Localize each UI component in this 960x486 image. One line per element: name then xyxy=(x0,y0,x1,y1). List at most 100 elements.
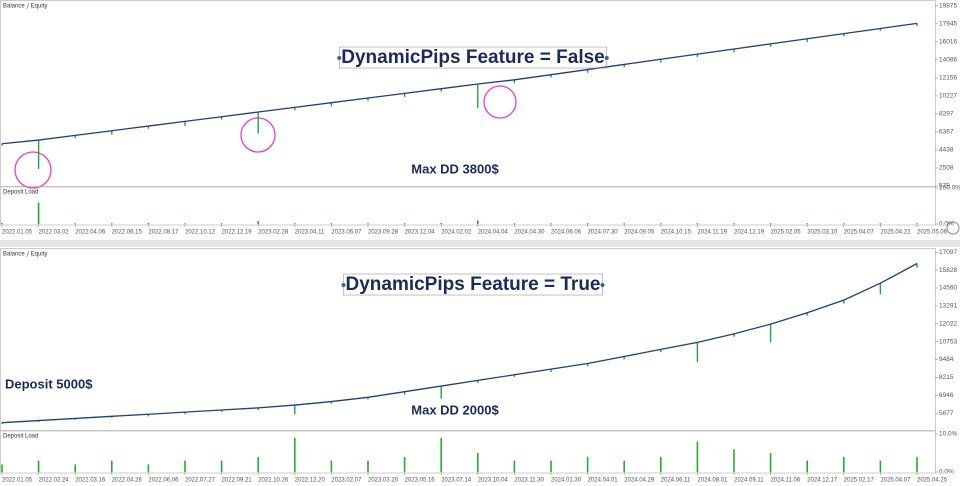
load-bar xyxy=(586,223,589,224)
load-bar xyxy=(696,441,699,472)
load-bar xyxy=(294,437,296,472)
load-bar xyxy=(37,202,40,224)
load-bar xyxy=(330,460,333,472)
x-tick-label: 2022.02.24 xyxy=(39,478,70,484)
plot-frame xyxy=(0,0,936,187)
title-handle xyxy=(341,283,346,287)
x-tick-label: 2023.05.16 xyxy=(405,478,436,484)
x-tick-label: 2024.12.17 xyxy=(807,478,838,484)
load-bar xyxy=(513,223,516,224)
load-bar xyxy=(294,223,296,224)
x-tick-label: 2022.06.06 xyxy=(148,478,179,484)
load-bar xyxy=(257,456,259,472)
x-tick-label: 2022.03.16 xyxy=(75,478,106,484)
x-tick-label: 2024.06.11 xyxy=(661,478,691,484)
load-bar xyxy=(769,453,772,472)
load-frame xyxy=(0,186,936,226)
x-tick-label: 2024.08.01 xyxy=(697,478,728,484)
y-tick-label: 17097 xyxy=(939,249,957,256)
x-tick-label: 2025.04.07 xyxy=(880,478,911,484)
load-bar xyxy=(220,460,223,472)
x-tick-label: 2024.12.19 xyxy=(734,230,765,236)
y-tick-label: 5677 xyxy=(939,410,954,417)
annotation: Max DD 3800$ xyxy=(411,161,499,176)
title-handle xyxy=(600,283,605,287)
x-tick-label: 2025.02.17 xyxy=(844,478,875,484)
load-bar xyxy=(184,460,186,472)
x-tick-label: 2024.02.02 xyxy=(441,230,472,236)
x-tick-label: 2023.06.07 xyxy=(331,230,362,236)
y-tick-label: 2508 xyxy=(939,165,954,172)
x-tick-label: 2023.04.11 xyxy=(295,230,325,236)
load-bar xyxy=(440,437,442,472)
x-tick-label: 2024.10.15 xyxy=(661,230,692,236)
load-bar xyxy=(1,222,3,224)
load-bar xyxy=(879,460,882,472)
y-tick-label: 9484 xyxy=(939,356,954,363)
load-bar xyxy=(330,223,333,224)
load-bar xyxy=(660,223,662,224)
legend-balance: Balance xyxy=(3,4,25,10)
x-tick-label: 2023.10.04 xyxy=(478,478,509,484)
load-bar xyxy=(550,460,552,472)
x-tick-label: 2022.04.06 xyxy=(75,230,106,236)
x-tick-label: 2024.09.05 xyxy=(624,230,655,236)
y-tick-label: 16016 xyxy=(939,39,957,46)
x-tick-label: 2022.01.05 xyxy=(2,230,33,236)
load-bar xyxy=(513,460,516,472)
y-tick-label: 14086 xyxy=(939,57,957,64)
x-tick-label: 2025.04.22 xyxy=(880,230,911,236)
load-bar xyxy=(879,223,882,224)
load-bar xyxy=(367,223,369,224)
x-tick-label: 2024.04.29 xyxy=(624,478,655,484)
x-tick-label: 2023.02.07 xyxy=(331,478,362,484)
chart-title: DynamicPips Feature = False xyxy=(341,47,604,68)
load-frame xyxy=(0,430,936,474)
x-tick-label: 2022.10.12 xyxy=(185,230,216,236)
y-tick-label: 579 xyxy=(939,183,950,190)
x-tick-label: 2023.09.28 xyxy=(368,230,399,236)
load-bar xyxy=(550,223,552,224)
y-tick-label: 17945 xyxy=(939,21,957,28)
load-bar xyxy=(220,223,223,224)
load-tick-label: 10.0% xyxy=(939,431,958,438)
load-bar xyxy=(696,223,699,224)
load-bar xyxy=(440,222,442,224)
load-bar xyxy=(37,460,40,472)
load-bar xyxy=(843,223,845,224)
load-tick-label: 100.0% xyxy=(939,185,960,192)
load-bar xyxy=(733,449,735,472)
load-bar xyxy=(769,223,772,224)
load-bar xyxy=(623,460,625,472)
x-tick-label: 2024.07.30 xyxy=(588,230,619,236)
plot-frame xyxy=(0,248,936,431)
y-tick-label: 6367 xyxy=(939,129,954,136)
legend-equity: Equity xyxy=(31,4,48,10)
load-bar xyxy=(733,223,735,224)
x-tick-label: 2024.01.30 xyxy=(551,478,582,484)
x-tick-label: 2024.04.01 xyxy=(588,478,619,484)
x-tick-label: 2023.03.20 xyxy=(368,478,399,484)
load-bar xyxy=(147,464,150,472)
x-tick-label: 2024.11.06 xyxy=(771,478,801,484)
highlight-circle xyxy=(14,151,52,189)
load-bar xyxy=(74,223,76,224)
x-tick-label: 2025.03.10 xyxy=(807,230,838,236)
load-bar xyxy=(477,453,479,472)
load-tick-label: 0.0% xyxy=(939,221,954,228)
load-bar xyxy=(806,460,808,472)
load-bar xyxy=(367,460,369,472)
x-tick-label: 2024.09.11 xyxy=(734,478,764,484)
legend-equity: Equity xyxy=(31,252,48,258)
x-tick-label: 2023.02.28 xyxy=(258,230,289,236)
x-tick-label: 2022.12.20 xyxy=(295,478,326,484)
x-tick-label: 2022.06.15 xyxy=(112,230,143,236)
y-tick-label: 4438 xyxy=(939,147,954,154)
y-tick-label: 14560 xyxy=(939,285,957,292)
scroll-button[interactable] xyxy=(946,221,960,235)
highlight-circle xyxy=(483,85,517,119)
y-tick-label: 6946 xyxy=(939,392,954,399)
load-bar xyxy=(257,221,259,224)
separator xyxy=(0,240,960,247)
load-title: Deposit Load xyxy=(3,190,38,196)
